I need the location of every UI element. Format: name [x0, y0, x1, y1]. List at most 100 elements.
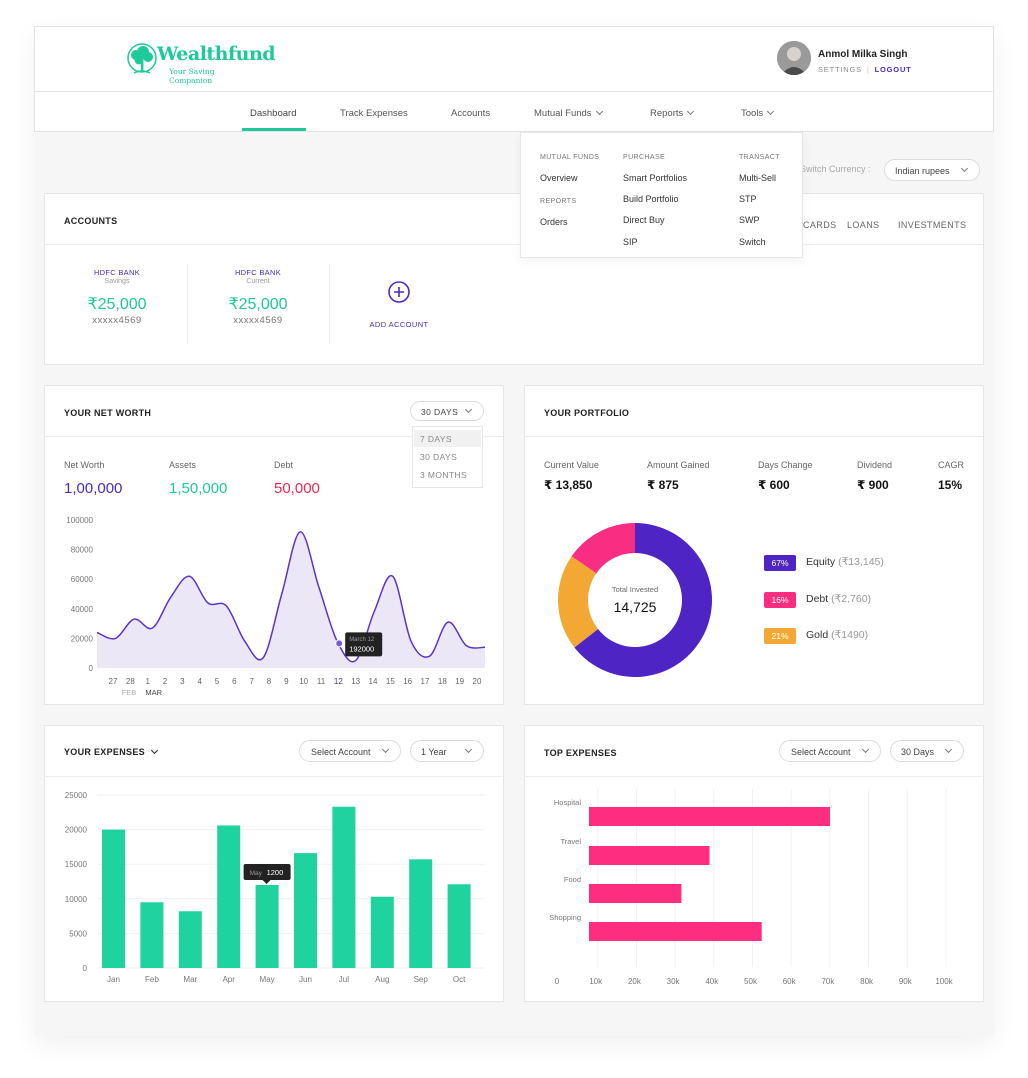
- expense-bar-jul[interactable]: [332, 806, 356, 968]
- x-tick-label: Aug: [375, 975, 389, 984]
- menu-item-switch[interactable]: Switch: [739, 237, 766, 247]
- expense-bar-jun[interactable]: [294, 853, 317, 968]
- top-expenses-card: TOP EXPENSES 0 10k 20k 30k 40k 50k 60k 70k 80k 90…: [524, 725, 984, 1002]
- donut-slice-debt[interactable]: [571, 523, 635, 574]
- nav-reports[interactable]: Reports: [650, 107, 695, 119]
- expenses-account-select[interactable]: Select Account: [299, 740, 401, 762]
- tab-cards[interactable]: CARDS: [803, 220, 837, 230]
- settings-link[interactable]: SETTINGS: [818, 65, 862, 74]
- legend-badge-gold: 21%: [764, 628, 796, 644]
- select-value: Select Account: [311, 747, 371, 757]
- x-tick-label: 70k: [821, 977, 835, 986]
- expense-bar-sep[interactable]: [409, 859, 433, 968]
- top-expenses-period-select[interactable]: 30 Days: [890, 740, 964, 762]
- y-tick-label: 20000: [65, 826, 88, 835]
- net-worth-title: YOUR NET WORTH: [64, 408, 152, 418]
- card-divider: [525, 776, 983, 777]
- currency-select[interactable]: Indian rupees: [884, 159, 980, 181]
- expense-bar-may[interactable]: [255, 884, 279, 968]
- expense-bar-jan[interactable]: [102, 829, 125, 968]
- app-logo[interactable]: Wealthfund Your Saving Companion: [125, 43, 276, 85]
- menu-item-build-portfolio[interactable]: Build Portfolio: [623, 194, 679, 204]
- period-option[interactable]: 30 DAYS: [420, 452, 458, 462]
- menu-heading: REPORTS: [540, 198, 577, 205]
- x-tick-label: 18: [438, 677, 447, 686]
- chevron-down-icon: [381, 745, 390, 754]
- portfolio-card: YOUR PORTFOLIO Current Value ₹ 13,850 Am…: [524, 385, 984, 705]
- account-tile[interactable]: HDFC BANK Savings ₹25,000 xxxxx4569: [67, 268, 167, 326]
- legend-badge-debt: 16%: [764, 592, 796, 608]
- period-value: 30 DAYS: [421, 407, 459, 417]
- account-tile[interactable]: HDFC BANK Current ₹25,000 xxxxx4569: [208, 268, 308, 326]
- nav-mutual-funds[interactable]: Mutual Funds: [534, 107, 603, 119]
- tab-investments[interactable]: INVESTMENTS: [898, 220, 967, 230]
- chevron-down-icon: [687, 107, 695, 116]
- avatar[interactable]: [777, 41, 811, 75]
- y-category-label: Travel: [560, 837, 581, 846]
- legend-item-debt: Debt (₹2,760): [806, 593, 872, 605]
- x-tick-label: 20k: [628, 977, 642, 986]
- tab-loans[interactable]: LOANS: [847, 220, 880, 230]
- account-number: xxxxx4569: [233, 315, 283, 326]
- highlight-point[interactable]: [335, 639, 344, 648]
- stat-label: Assets: [169, 460, 197, 470]
- current-value: ₹ 13,850: [544, 478, 593, 492]
- nav-dashboard[interactable]: Dashboard: [250, 108, 297, 119]
- expenses-period-select[interactable]: 1 Year: [410, 740, 484, 762]
- top-expenses-bar-chart: 0 10k 20k 30k 40k 50k 60k 70k 80k 90k 100k Hospital…: [549, 789, 954, 986]
- expense-bar-aug[interactable]: [370, 896, 394, 968]
- logout-link[interactable]: LOGOUT: [874, 65, 912, 74]
- nav-accounts[interactable]: Accounts: [451, 108, 491, 119]
- period-option[interactable]: 3 MONTHS: [420, 470, 468, 480]
- donut-center-value: 14,725: [613, 599, 657, 615]
- cagr: 15%: [938, 478, 963, 492]
- menu-item-swp[interactable]: SWP: [739, 215, 760, 225]
- account-separator: [329, 264, 330, 344]
- top-expenses-account-select[interactable]: Select Account: [779, 740, 881, 762]
- top-expense-bar-hospital[interactable]: [589, 807, 830, 826]
- expense-bar-oct[interactable]: [447, 884, 471, 968]
- x-tick-label: 20: [473, 677, 482, 686]
- nav-tools[interactable]: Tools: [741, 107, 775, 119]
- expense-bar-apr[interactable]: [217, 825, 241, 968]
- stat-label: Debt: [274, 460, 294, 470]
- chart-tooltip: May 1200: [243, 863, 291, 884]
- x-tick-label: 2: [163, 677, 168, 686]
- net-worth-period-select[interactable]: 30 DAYS: [410, 401, 484, 421]
- x-tick-label: 13: [351, 677, 360, 686]
- nav-active-indicator: [242, 128, 306, 131]
- nav-track-expenses[interactable]: Track Expenses: [340, 108, 408, 119]
- days-change: ₹ 600: [758, 478, 790, 492]
- menu-item-direct-buy[interactable]: Direct Buy: [623, 215, 665, 225]
- y-tick-label: 5000: [69, 929, 87, 938]
- menu-item-overview[interactable]: Overview: [540, 173, 578, 183]
- menu-item-orders[interactable]: Orders: [540, 217, 568, 227]
- period-option[interactable]: 7 DAYS: [420, 434, 453, 444]
- donut-slice-gold[interactable]: [558, 556, 599, 648]
- account-balance: ₹25,000: [87, 296, 147, 313]
- expenses-title[interactable]: YOUR EXPENSES: [64, 746, 158, 757]
- x-tick-label: May: [260, 975, 275, 984]
- stat-label: Days Change: [758, 460, 813, 470]
- x-tick-label: 15: [386, 677, 395, 686]
- tooltip-label: May: [250, 870, 263, 877]
- menu-item-smart-portfolios[interactable]: Smart Portfolios: [623, 173, 688, 183]
- accounts-card: ACCOUNTS HDFC BANK Savings ₹25,000 xxxxx…: [44, 193, 984, 365]
- top-expense-bar-food[interactable]: [589, 884, 682, 903]
- x-tick-label: 16: [403, 677, 412, 686]
- menu-item-stp[interactable]: STP: [739, 194, 757, 204]
- add-account-button[interactable]: ADD ACCOUNT: [349, 280, 449, 329]
- card-divider: [45, 244, 983, 245]
- top-expense-bar-shopping[interactable]: [589, 922, 762, 941]
- x-tick-label: 8: [267, 677, 272, 686]
- top-expense-bar-travel[interactable]: [589, 846, 710, 865]
- expense-bar-feb[interactable]: [140, 902, 164, 968]
- account-bank: HDFC BANK: [93, 268, 141, 277]
- expense-bar-mar[interactable]: [178, 911, 202, 968]
- menu-item-sip[interactable]: SIP: [623, 237, 638, 247]
- tooltip-value: 1200: [267, 868, 284, 877]
- app-header: Wealthfund Your Saving Companion Anmol M…: [34, 26, 994, 92]
- donut-slice-equity[interactable]: [574, 523, 712, 677]
- add-account-label: ADD ACCOUNT: [369, 320, 429, 329]
- menu-item-multi-sell[interactable]: Multi-Sell: [739, 173, 777, 183]
